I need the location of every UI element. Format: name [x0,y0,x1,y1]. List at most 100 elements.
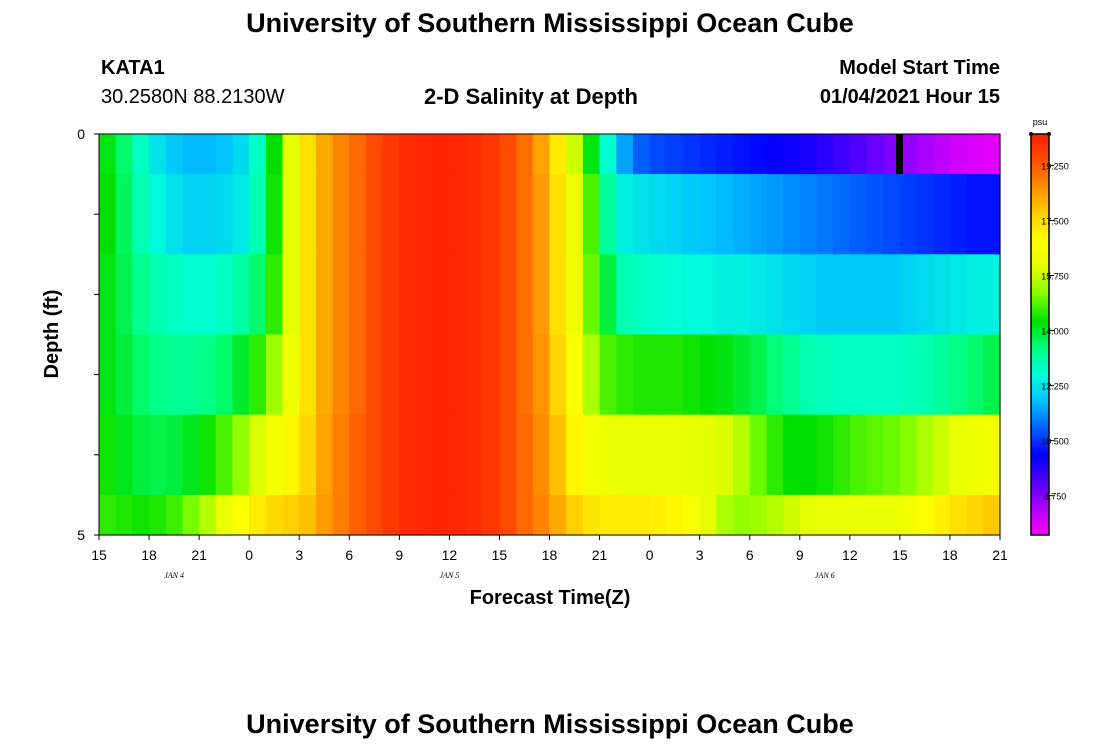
heatmap-cell [432,334,450,416]
heatmap-cell [399,414,417,496]
heatmap-cell [232,174,250,255]
heatmap-cell [149,334,167,416]
heatmap-cell [382,254,400,336]
heatmap-cell [949,334,968,416]
x-tick-label: 21 [592,547,608,563]
heatmap-cell [432,254,450,336]
x-tick-label: 15 [492,547,508,563]
heatmap-cell [132,414,150,496]
heatmap-cell [399,494,417,536]
heatmap-cell [416,334,434,416]
heatmap-cell [449,414,467,496]
heatmap-cell [566,174,584,255]
heatmap-cell [532,134,551,175]
heatmap-cell [532,174,551,255]
heatmap-cell [649,174,667,255]
y-tick-label: 5 [77,527,85,543]
heatmap-cell [566,134,584,175]
heatmap-cell [749,174,768,255]
heatmap-cell [766,494,784,536]
x-day-label: JAN 4 [164,571,184,580]
heatmap-cell [349,174,367,255]
heatmap-cell [649,134,667,175]
heatmap-cell [516,254,534,336]
x-tick-label: 3 [696,547,704,563]
heatmap-cell [482,414,501,496]
heatmap-cell [916,134,934,175]
heatmap-cell [382,334,400,416]
x-tick-label: 15 [892,547,908,563]
heatmap-cell [783,254,801,336]
x-tick-label: 0 [245,547,253,563]
heatmap-cell [365,134,384,175]
heatmap-cell [966,494,984,536]
x-tick-label: 6 [746,547,754,563]
heatmap-cell [182,254,200,336]
colorbar-tick-label: 8.750 [1044,492,1067,502]
heatmap-cell [716,414,734,496]
heatmap-cell [582,494,601,536]
heatmap-cell [466,414,484,496]
heatmap-cell [365,174,384,255]
x-day-label: JAN 6 [815,571,835,580]
heatmap-cell [499,414,517,496]
heatmap-cell [632,254,651,336]
heatmap-cell [516,414,534,496]
colorbar-tick-label: 10.500 [1041,437,1069,447]
heatmap-cell [766,254,784,336]
missing-data-marker [896,134,903,174]
heatmap-cell [416,254,434,336]
heatmap-cell [265,494,284,536]
heatmap-cell [249,414,267,496]
heatmap-cell [833,494,851,536]
heatmap-cell [899,414,918,496]
heatmap-cell [115,494,133,536]
heatmap-cell [232,414,250,496]
heatmap-cell [365,334,384,416]
heatmap-cell [382,174,400,255]
heatmap-cell [115,334,133,416]
heatmap-cell [132,174,150,255]
heatmap-cell [833,414,851,496]
heatmap-cell [466,174,484,255]
heatmap-cell [866,254,884,336]
heatmap-cell [549,254,567,336]
heatmap-cell [449,254,467,336]
heatmap-cell [783,414,801,496]
plot-title: 2-D Salinity at Depth [424,84,638,109]
heatmap-cell [699,254,717,336]
heatmap-cell [916,494,934,536]
heatmap-cell [265,334,284,416]
heatmap-cell [766,334,784,416]
heatmap-cell [899,334,918,416]
heatmap-cell [666,414,684,496]
heatmap-cell [966,334,984,416]
heatmap-cell [382,494,400,536]
heatmap-cell [833,254,851,336]
heatmap-cell [682,334,701,416]
heatmap-cell [682,414,701,496]
heatmap-cell [516,134,534,175]
heatmap-cell [833,334,851,416]
heatmap-cell [716,134,734,175]
heatmap-cell [399,134,417,175]
x-tick-label: 9 [395,547,403,563]
heatmap-cell [799,174,818,255]
heatmap-cell [816,334,834,416]
heatmap-cell [99,334,117,416]
heatmap-cell [332,334,350,416]
heatmap-cell [549,134,567,175]
heatmap-cell [282,174,300,255]
heatmap-cell [349,254,367,336]
heatmap-cell [299,174,317,255]
x-axis: 15 18 21 0 3 6 9 12 15 18 21 0 3 6 9 12 15 18 21 JAN 4 JAN 5… [91,535,1008,580]
heatmap-cell [532,494,551,536]
heatmap-cell [933,334,951,416]
heatmap-cell [816,494,834,536]
heatmap-cell [282,494,300,536]
heatmap-cell [983,254,1001,336]
heatmap-cell [416,174,434,255]
heatmap-cell [315,334,334,416]
heatmap-cell [549,414,567,496]
heatmap-cell [399,174,417,255]
